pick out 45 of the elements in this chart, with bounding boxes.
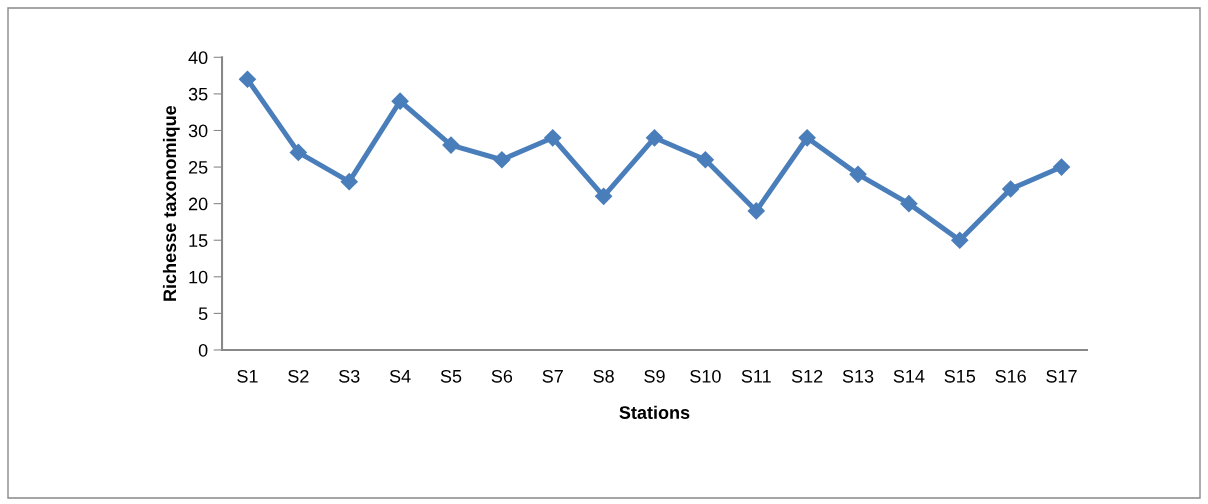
point — [543, 128, 562, 147]
point — [391, 92, 409, 111]
point — [238, 70, 257, 89]
x-tick-label: S9 — [644, 369, 665, 383]
y-tick-label: 5 — [198, 307, 208, 321]
x-tick-label: S14 — [893, 369, 925, 383]
point — [289, 143, 308, 162]
x-tick-label: S3 — [339, 369, 360, 383]
x-tick-label: S1 — [237, 369, 258, 383]
x-tick-label: S11 — [741, 369, 771, 383]
y-tick-label: 15 — [189, 234, 208, 247]
point — [645, 128, 664, 147]
point — [442, 136, 460, 154]
x-tick-label: S2 — [288, 369, 309, 383]
point — [493, 150, 511, 169]
x-tick-label: S7 — [542, 369, 563, 383]
y-tick-label: 25 — [188, 160, 208, 174]
x-tick-label: S12 — [791, 369, 823, 383]
x-tick-label: S17 — [1046, 369, 1077, 383]
y-tick-label: 20 — [188, 197, 208, 211]
x-tick-label: S13 — [842, 369, 874, 383]
x-tick-label: S8 — [593, 369, 614, 383]
point — [798, 128, 816, 147]
x-tick-label: S10 — [690, 369, 721, 383]
y-axis-title: Richesse taxonomique — [162, 105, 180, 301]
x-tick-label: S15 — [944, 369, 976, 383]
y-tick-label: 0 — [198, 343, 208, 357]
point — [1001, 180, 1020, 198]
y-tick-label: 30 — [188, 124, 208, 138]
y-tick-label: 35 — [188, 87, 208, 101]
point — [696, 150, 715, 169]
y-tick-label: 40 — [188, 51, 208, 65]
x-tick-label: S16 — [995, 369, 1026, 383]
point — [340, 172, 359, 191]
point — [849, 165, 867, 184]
point — [900, 194, 918, 213]
y-tick-label: 10 — [189, 270, 208, 284]
point — [594, 187, 613, 206]
x-tick-label: S4 — [389, 369, 411, 383]
x-tick-label: S6 — [491, 369, 513, 383]
point — [950, 231, 969, 250]
point — [1052, 158, 1071, 176]
point — [747, 202, 766, 220]
x-tick-label: S5 — [440, 369, 462, 383]
x-axis-title: Stations — [619, 405, 690, 419]
